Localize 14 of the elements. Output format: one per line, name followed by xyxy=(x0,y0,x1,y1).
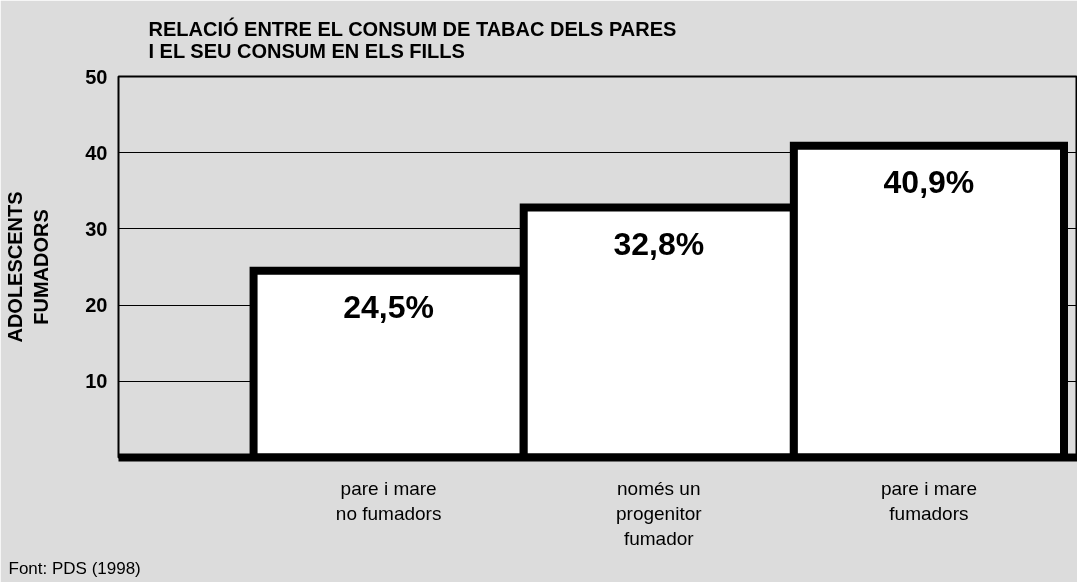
chart-title: RELACIÓ ENTRE EL CONSUM DE TABAC DELS PARES I EL SEU CONSUM EN ELS FILLS xyxy=(148,16,677,62)
data-label: 32,8% xyxy=(613,225,705,262)
text: Font: PDS (1998) xyxy=(8,558,141,578)
data-label: 40,9% xyxy=(883,163,975,200)
data-label: 24,5% xyxy=(343,288,435,325)
y-tick-label: 50 xyxy=(85,65,108,88)
y-tick-label: 20 xyxy=(85,294,108,317)
x-tick-label: pare i mare fumadors xyxy=(880,477,977,524)
y-tick-label: 40 xyxy=(85,141,108,164)
x-tick-label: només un progenitor fumador xyxy=(616,477,703,549)
y-tick-label: 30 xyxy=(85,217,108,240)
x-tick-label: pare i mare no fumadors xyxy=(335,477,442,524)
y-tick-label: 10 xyxy=(85,370,108,393)
y-axis-title: ADOLESCENTS FUMADORS xyxy=(3,191,53,343)
